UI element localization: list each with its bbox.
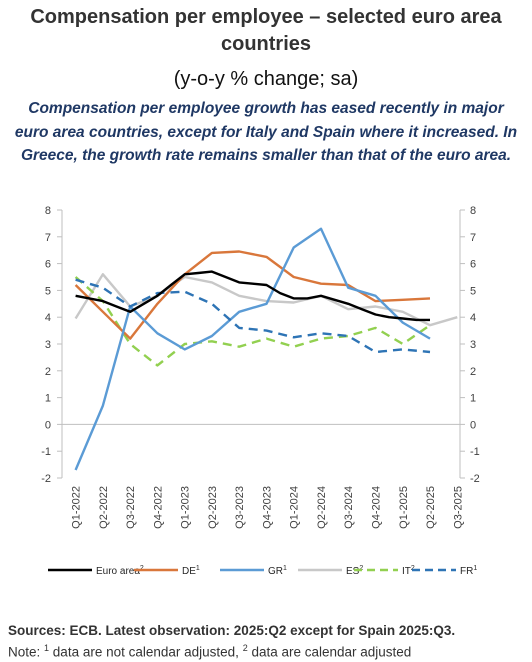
series-line-fr [75, 278, 431, 354]
y-tick-label-left: 5 [45, 285, 51, 297]
y-tick-label-left: 7 [45, 232, 51, 244]
x-tick-label: Q3-2022 [125, 486, 137, 529]
y-tick-label-right: 0 [470, 419, 476, 431]
y-tick-label-left: -1 [41, 446, 51, 458]
x-tick-label: Q3-2023 [234, 486, 246, 529]
x-tick-label: Q2-2024 [316, 486, 328, 529]
x-tick-label: Q2-2022 [98, 486, 110, 529]
y-tick-label-left: 8 [45, 205, 51, 217]
x-tick-label: Q4-2024 [370, 486, 382, 529]
chart-title-line2: countries [220, 33, 312, 55]
legend-sup-de: 1 [196, 565, 200, 572]
y-tick-label-right: 1 [470, 393, 476, 405]
y-tick-label-left: -2 [41, 473, 51, 485]
x-tick-label: Q4-2022 [152, 486, 164, 529]
y-tick-label-right: 7 [470, 232, 476, 244]
x-tick-label: Q1-2025 [398, 486, 410, 529]
chart-title: Compensation per employee – selected eur… [0, 4, 532, 58]
y-tick-label-left: 4 [45, 312, 51, 324]
y-tick-label-right: -2 [470, 473, 480, 485]
series-line-it [74, 276, 431, 367]
chart-lead-text: Compensation per employee growth has eas… [14, 100, 518, 164]
note-sup2: 2 [242, 643, 248, 653]
y-tick-label-left: 1 [45, 393, 51, 405]
x-tick-label: Q3-2024 [343, 486, 355, 529]
y-tick-label-left: 3 [45, 339, 51, 351]
y-tick-label-left: 2 [45, 366, 51, 378]
y-tick-label-right: 8 [470, 205, 476, 217]
legend-label-euro-area: Euro area2 [96, 565, 144, 577]
x-tick-label: Q1-2023 [180, 486, 192, 529]
legend-sup-euro-area: 2 [140, 565, 144, 572]
calendar-note: Note: 1 data are not calendar adjusted, … [8, 643, 411, 660]
line-chart: -2 -2 -1 -1 0 0 1 1 2 2 3 3 4 4 5 5 6 6 7 7 8 8 Q1-2022 Q2-2022… [41, 205, 480, 577]
legend-sup-es: 2 [359, 565, 363, 572]
x-tick-label: Q1-2022 [71, 486, 83, 529]
series-line-gr [74, 227, 431, 471]
y-tick-label-right: 2 [470, 366, 476, 378]
y-tick-label-right: 5 [470, 285, 476, 297]
y-tick-label-left: 0 [45, 419, 51, 431]
note-sup1: 1 [44, 643, 50, 653]
note-text1: data are not calendar adjusted, [49, 644, 243, 660]
legend-sup-gr: 1 [283, 565, 287, 572]
legend-sup-it: 2 [411, 565, 415, 572]
y-tick-label-right: 6 [470, 259, 476, 271]
y-tick-label-right: -1 [470, 446, 480, 458]
chart-subtitle: (y-o-y % change; sa) [173, 68, 359, 90]
note-text2: data are calendar adjusted [247, 644, 412, 660]
legend-label-de: DE1 [182, 565, 200, 577]
note-prefix: Note: [8, 644, 45, 660]
x-tick-label: Q2-2025 [425, 486, 437, 529]
y-tick-label-left: 6 [45, 259, 51, 271]
x-tick-label: Q2-2023 [207, 486, 219, 529]
x-tick-label: Q3-2025 [452, 486, 464, 529]
legend-label-gr: GR1 [268, 565, 287, 577]
chart-title-line1: Compensation per employee – selected eur… [30, 6, 502, 28]
legend-label-fr: FR1 [460, 565, 477, 577]
legend-sup-fr: 1 [473, 565, 477, 572]
x-tick-label: Q1-2024 [289, 486, 301, 529]
y-tick-label-right: 3 [470, 339, 476, 351]
sources-note: Sources: ECB. Latest observation: 2025:Q… [8, 623, 456, 638]
series-line-euro-area [75, 270, 430, 322]
y-tick-label-right: 4 [470, 312, 476, 324]
x-tick-label: Q4-2023 [261, 486, 273, 529]
series-line-de [74, 250, 431, 340]
